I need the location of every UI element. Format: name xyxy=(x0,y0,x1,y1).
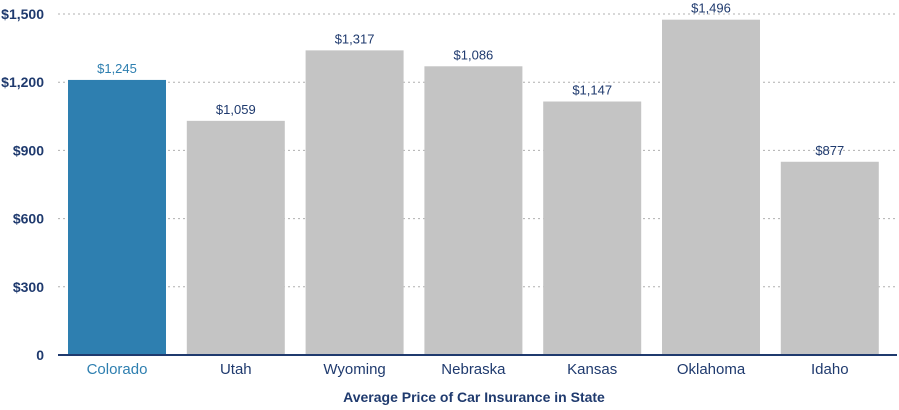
x-tick-label: Idaho xyxy=(811,361,849,378)
x-tick-label: Colorado xyxy=(87,361,148,378)
y-tick-label: $1,200 xyxy=(1,74,44,90)
data-labels: $1,245 $1,059 $1,317 $1,086 $1,147 $1,496 $877 xyxy=(97,1,844,158)
y-tick-label: $300 xyxy=(13,279,44,295)
data-label: $1,059 xyxy=(216,102,256,117)
bars xyxy=(68,19,879,356)
x-tick-label: Oklahoma xyxy=(677,361,746,378)
x-axis-categories: Colorado Utah Wyoming Nebraska Kansas Oklahom… xyxy=(87,361,849,378)
y-tick-label: $900 xyxy=(13,142,44,158)
data-label: $877 xyxy=(815,143,844,158)
x-tick-label: Kansas xyxy=(567,361,617,378)
y-tick-label: 0 xyxy=(36,347,44,363)
data-label: $1,147 xyxy=(572,83,612,98)
bar-nebraska xyxy=(424,66,523,355)
data-label: $1,317 xyxy=(335,31,375,46)
x-tick-label: Utah xyxy=(220,361,252,378)
bar-idaho xyxy=(780,161,879,355)
y-axis-ticks: 0 $300 $600 $900 $1,200 $1,500 xyxy=(1,6,44,363)
data-label: $1,245 xyxy=(97,61,137,76)
x-tick-label: Nebraska xyxy=(441,361,506,378)
bar-colorado xyxy=(68,79,166,355)
data-label: $1,496 xyxy=(691,1,731,16)
bar-utah xyxy=(186,120,285,355)
y-tick-label: $600 xyxy=(13,211,44,227)
y-tick-label: $1,500 xyxy=(1,6,44,22)
bar-wyoming xyxy=(305,50,404,356)
data-label: $1,086 xyxy=(454,47,494,62)
bar-kansas xyxy=(543,101,642,355)
x-tick-label: Wyoming xyxy=(323,361,385,378)
bar-oklahoma xyxy=(662,19,760,356)
x-axis-title: Average Price of Car Insurance in State xyxy=(343,389,605,405)
